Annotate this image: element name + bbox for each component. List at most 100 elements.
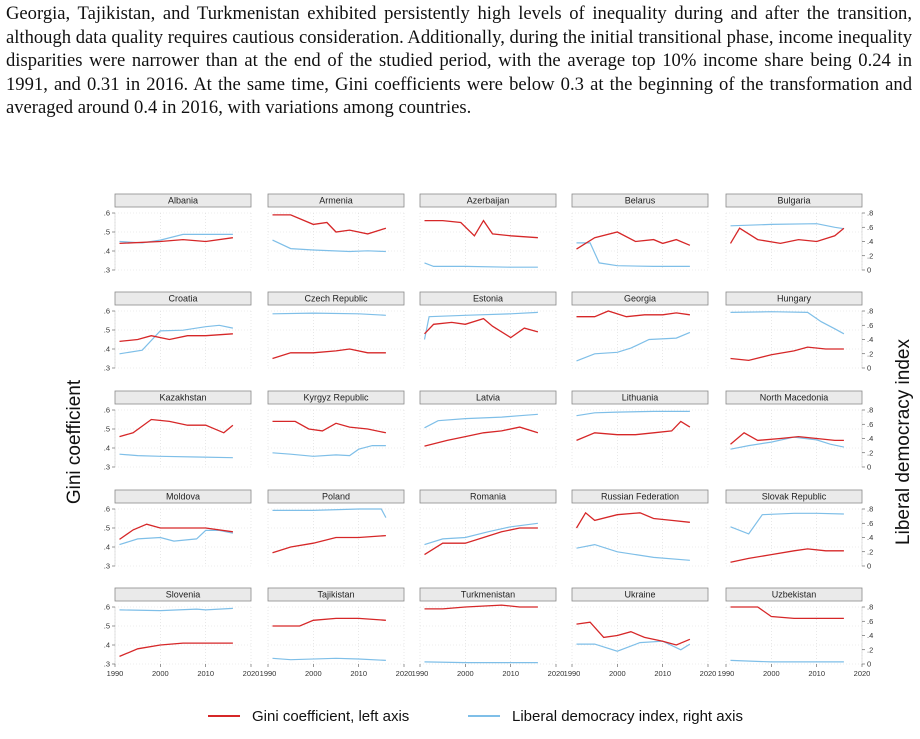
panel-title-slovenia: Slovenia: [166, 590, 201, 600]
legend-label-ldi: Liberal democracy index, right axis: [512, 708, 743, 725]
panel-title-strip-kyrgyz-republic: [267, 390, 405, 405]
gini-line-turkmenistan: [424, 604, 538, 610]
right-axis-tick-label: .8: [867, 505, 873, 514]
panel-title-belarus: Belarus: [625, 196, 656, 206]
left-axis-tick-label: .3: [104, 562, 110, 571]
ldi-line-estonia: [423, 311, 538, 340]
right-axis-tick-label: .4: [867, 533, 873, 542]
right-axis-tick-label: .6: [867, 223, 873, 232]
panel-title-strip-tajikistan: [267, 587, 405, 602]
ldi-line-russian-federation: [576, 543, 690, 561]
left-axis-tick-label: .4: [104, 543, 110, 552]
x-axis-tick-label: 2000: [152, 669, 169, 678]
gini-line-romania: [424, 527, 538, 556]
x-axis-tick-label: 2010: [808, 669, 825, 678]
panel-title-strip-latvia: [419, 390, 557, 405]
panel-title-strip-georgia: [571, 291, 709, 306]
x-axis-tick-label: 2010: [350, 669, 367, 678]
gini-line-kazakhstan: [119, 418, 234, 438]
gini-line-lithuania: [576, 420, 691, 441]
body-paragraph: Georgia, Tajikistan, and Turkmenistan ex…: [6, 3, 912, 119]
left-axis-tick-label: .5: [104, 425, 110, 434]
panel-title-strip-russian-federation: [571, 489, 709, 504]
panel-title-slovak-republic: Slovak Republic: [762, 492, 827, 502]
right-axis-tick-label: .8: [867, 307, 873, 316]
x-axis-tick-label: 2010: [654, 669, 671, 678]
ldi-line-kyrgyz-republic: [272, 445, 386, 457]
x-axis-tick-label: 1990: [260, 669, 277, 678]
panel-title-strip-ukraine: [571, 587, 709, 602]
panel-title-latvia: Latvia: [476, 393, 500, 403]
ldi-line-lithuania: [576, 410, 690, 417]
gini-line-azerbaijan: [424, 219, 538, 239]
ldi-line-uzbekistan: [730, 659, 844, 663]
x-axis-tick-label: 1990: [718, 669, 735, 678]
panel-title-moldova: Moldova: [166, 492, 200, 502]
gini-line-armenia: [272, 214, 387, 235]
left-axis-tick-label: .3: [104, 266, 110, 275]
right-axis-tick-label: .2: [867, 448, 873, 457]
right-axis-tick-label: .6: [867, 519, 873, 528]
left-axis-tick-label: .6: [104, 209, 110, 218]
gini-line-latvia: [424, 426, 539, 447]
x-axis-tick-label: 2020: [700, 669, 717, 678]
right-axis-tick-label: .4: [867, 434, 873, 443]
panel-title-strip-albania: [114, 193, 252, 208]
y-axis-label-left: Gini coefficient: [64, 379, 85, 504]
panel-title-russian-federation: Russian Federation: [601, 492, 679, 502]
ldi-line-slovak-republic: [730, 512, 844, 535]
panel-title-armenia: Armenia: [319, 196, 353, 206]
panel-title-turkmenistan: Turkmenistan: [461, 590, 515, 600]
left-axis-tick-label: .5: [104, 228, 110, 237]
gini-line-russian-federation: [575, 511, 690, 529]
ldi-line-north-macedonia: [730, 436, 845, 450]
gini-line-estonia: [424, 317, 539, 339]
left-axis-tick-label: .3: [104, 364, 110, 373]
figure-small-multiples: Albania .3 .4 .5 .6 Armenia Azerbaijan Belarus B…: [0, 186, 920, 739]
panel-title-romania: Romania: [470, 492, 506, 502]
panel-title-tajikistan: Tajikistan: [317, 590, 354, 600]
ldi-line-czech-republic: [272, 312, 386, 316]
x-axis-tick-label: 2000: [763, 669, 780, 678]
left-axis-tick-label: .5: [104, 622, 110, 631]
panel-title-poland: Poland: [322, 492, 350, 502]
gini-line-belarus: [576, 231, 691, 250]
x-axis-tick-label: 2010: [502, 669, 519, 678]
panel-title-strip-slovak-republic: [725, 489, 863, 504]
ldi-line-kazakhstan: [119, 453, 233, 459]
ldi-line-azerbaijan: [424, 262, 538, 268]
ldi-line-romania: [424, 522, 538, 546]
left-axis-tick-label: .5: [104, 524, 110, 533]
right-axis-tick-label: .2: [867, 349, 873, 358]
panel-title-croatia: Croatia: [168, 294, 197, 304]
x-axis-tick-label: 2020: [396, 669, 413, 678]
x-axis-tick-label: 1990: [107, 669, 124, 678]
panel-title-strip-czech-republic: [267, 291, 405, 306]
right-axis-tick-label: 0: [867, 660, 871, 669]
ldi-line-tajikistan: [272, 657, 386, 661]
x-axis-tick-label: 2000: [609, 669, 626, 678]
left-axis-tick-label: .3: [104, 463, 110, 472]
right-axis-tick-label: .6: [867, 617, 873, 626]
gini-line-kyrgyz-republic: [272, 420, 387, 434]
gini-line-czech-republic: [272, 348, 386, 360]
x-axis-tick-label: 2020: [243, 669, 260, 678]
panel-title-strip-kazakhstan: [114, 390, 252, 405]
ldi-line-moldova: [119, 529, 234, 546]
gini-line-uzbekistan: [730, 606, 844, 620]
x-axis-tick-label: 1990: [412, 669, 429, 678]
panel-title-kyrgyz-republic: Kyrgyz Republic: [303, 393, 369, 403]
right-axis-tick-label: .2: [867, 251, 873, 260]
gini-line-georgia: [576, 310, 690, 318]
right-axis-tick-label: .4: [867, 335, 873, 344]
panel-title-strip-moldova: [114, 489, 252, 504]
gini-line-ukraine: [576, 621, 691, 646]
gini-line-moldova: [119, 523, 233, 540]
panel-title-azerbaijan: Azerbaijan: [467, 196, 510, 206]
right-axis-tick-label: .4: [867, 631, 873, 640]
panel-title-estonia: Estonia: [473, 294, 503, 304]
right-axis-tick-label: 0: [867, 463, 871, 472]
gini-line-north-macedonia: [730, 432, 844, 445]
chart-svg: Albania .3 .4 .5 .6 Armenia Azerbaijan Belarus B…: [64, 193, 914, 725]
x-axis-tick-label: 2010: [197, 669, 214, 678]
